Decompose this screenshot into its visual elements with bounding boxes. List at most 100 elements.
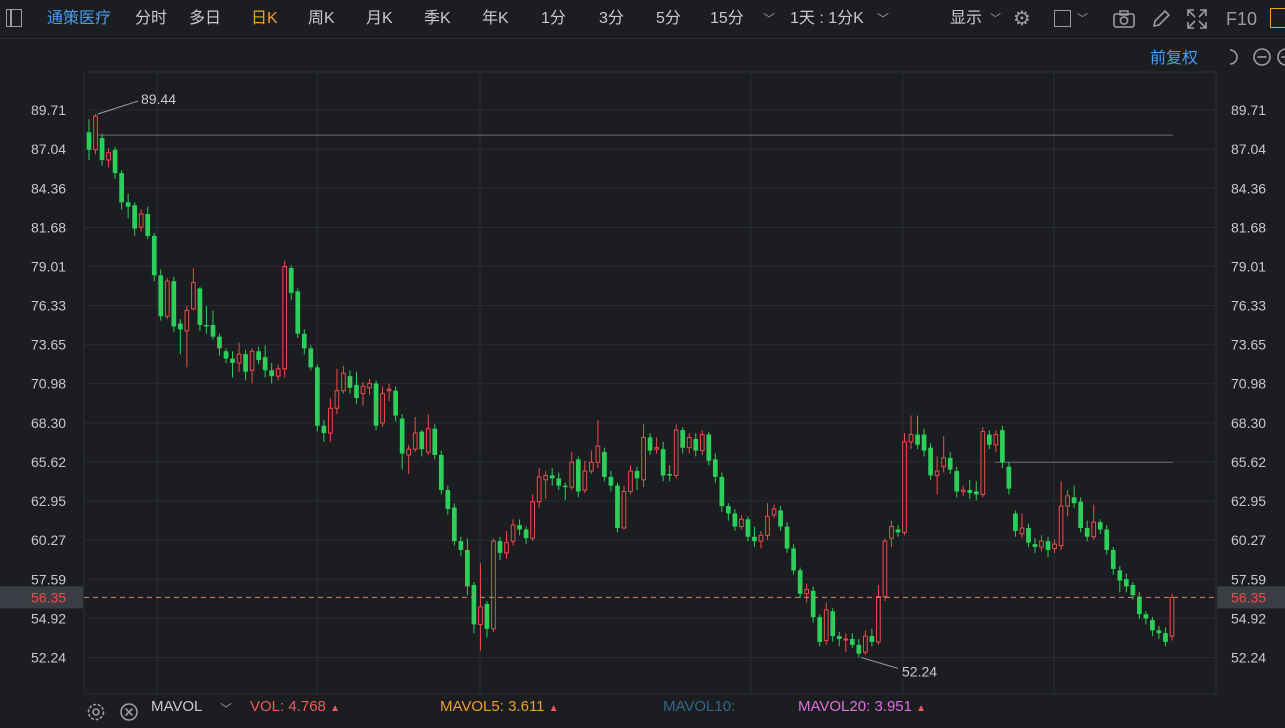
- adjust-mode-button[interactable]: 前复权: [1150, 50, 1199, 67]
- mavol20-label: MAVOL20: 3.951 ▲: [798, 698, 926, 715]
- candle-body: [647, 437, 653, 451]
- minus-circle-icon[interactable]: [1252, 47, 1272, 67]
- candle-body: [341, 372, 346, 392]
- candle-body: [699, 434, 705, 452]
- candle-body: [686, 436, 692, 449]
- tab-yearly-k[interactable]: 年K: [482, 10, 509, 27]
- candle-body: [556, 478, 562, 486]
- candle-body: [954, 471, 960, 492]
- candle-body: [517, 525, 522, 530]
- candle-body: [249, 350, 255, 371]
- undo-icon[interactable]: [1224, 47, 1244, 67]
- candle-body: [484, 603, 490, 629]
- candle-body: [432, 428, 438, 455]
- candle-body: [151, 235, 157, 276]
- candle-body: [589, 461, 594, 472]
- more-periods-chevron-icon[interactable]: ﹀: [763, 12, 776, 26]
- candle-body: [125, 202, 131, 207]
- y-tick-label-left: 84.36: [31, 180, 66, 196]
- high-marker-line: [97, 100, 139, 115]
- candle-body: [465, 549, 470, 587]
- pencil-icon[interactable]: [1150, 8, 1172, 30]
- candle-body: [1156, 630, 1162, 634]
- candle-body: [654, 447, 659, 450]
- y-tick-label-right: 52.24: [1231, 649, 1266, 665]
- y-tick-label-left: 89.71: [31, 102, 66, 118]
- gear-icon[interactable]: ⚙: [1013, 8, 1031, 30]
- candle-body: [412, 432, 418, 450]
- y-tick-label-left: 87.04: [31, 141, 66, 157]
- sidebar-toggle-icon[interactable]: [0, 0, 30, 38]
- y-tick-label-right: 87.04: [1231, 141, 1266, 157]
- candle-body: [758, 534, 764, 542]
- tab-15min[interactable]: 15分: [710, 10, 744, 27]
- candle-body: [99, 138, 105, 160]
- candle-body: [1169, 596, 1175, 637]
- tab-daily-k[interactable]: 日K: [251, 10, 278, 27]
- square-icon[interactable]: [1054, 10, 1071, 27]
- y-tick-label-right: 68.30: [1231, 415, 1266, 431]
- panel-toggle-icon[interactable]: [1270, 8, 1285, 28]
- candle-body: [843, 638, 849, 641]
- candle-body: [1006, 466, 1012, 489]
- candle-body: [941, 457, 947, 468]
- candle-body: [1013, 513, 1018, 531]
- candle-body: [895, 529, 901, 533]
- candlestick-chart[interactable]: 89.71 89.71 87.04 87.04 84.36 84.36 81.68 81.68…: [0, 0, 1285, 700]
- candle-body: [373, 383, 379, 426]
- candle-body: [1143, 614, 1149, 619]
- tab-quarterly-k[interactable]: 季K: [424, 10, 451, 27]
- tab-fenshi[interactable]: 分时: [135, 10, 168, 27]
- candle-body: [569, 461, 575, 488]
- low-marker-line: [860, 656, 899, 669]
- display-chevron-icon[interactable]: ﹀: [990, 13, 1001, 25]
- candle-body: [367, 382, 372, 389]
- plus-circle-icon[interactable]: [1276, 47, 1285, 67]
- indicator-close-icon[interactable]: [118, 701, 140, 723]
- tab-3min[interactable]: 3分: [599, 10, 624, 27]
- candle-body: [634, 471, 640, 479]
- f10-button[interactable]: F10: [1226, 9, 1258, 29]
- mavol20-value: 3.951: [874, 698, 912, 715]
- stock-name[interactable]: 通策医疗: [47, 10, 112, 27]
- candle-body: [158, 275, 164, 317]
- indicator-settings-icon[interactable]: [85, 701, 107, 723]
- candle-body: [1137, 596, 1142, 615]
- tab-5min[interactable]: 5分: [656, 10, 681, 27]
- candle-body: [210, 325, 216, 337]
- current-price-box-left: [0, 586, 83, 609]
- candle-body: [830, 611, 836, 637]
- period-select[interactable]: 1天 : 1分K: [790, 10, 864, 27]
- y-tick-label-left: 57.59: [31, 571, 66, 587]
- candle-body: [354, 384, 359, 399]
- candle-body: [582, 470, 588, 491]
- tab-1min[interactable]: 1分: [541, 10, 566, 27]
- candle-body: [673, 429, 679, 476]
- tab-weekly-k[interactable]: 周K: [308, 10, 335, 27]
- candle-body: [536, 476, 542, 503]
- candle-body: [863, 635, 868, 653]
- candle-body: [967, 490, 973, 493]
- indicator-name[interactable]: MAVOL: [151, 698, 203, 715]
- candle-body: [295, 291, 301, 334]
- candle-body: [1123, 579, 1129, 587]
- indicator-chevron-icon[interactable]: ﹀: [220, 702, 233, 716]
- mavol5-label-text: MAVOL5:: [440, 698, 504, 715]
- display-menu[interactable]: 显示: [950, 10, 983, 27]
- candle-body: [145, 214, 151, 236]
- candle-body: [928, 447, 933, 476]
- candle-body: [177, 323, 183, 330]
- candle-body: [706, 434, 712, 461]
- y-tick-label-left: 52.24: [31, 649, 66, 665]
- candle-body: [360, 385, 366, 395]
- candle-body: [523, 529, 529, 539]
- tab-monthly-k[interactable]: 月K: [366, 10, 393, 27]
- candle-body: [1110, 549, 1116, 569]
- period-chevron-icon[interactable]: ﹀: [877, 12, 890, 26]
- fullscreen-icon[interactable]: [1186, 8, 1208, 30]
- candle-body: [882, 540, 888, 598]
- square-chevron-icon[interactable]: ﹀: [1077, 13, 1088, 25]
- tab-duori[interactable]: 多日: [189, 10, 222, 27]
- camera-icon[interactable]: [1112, 9, 1136, 29]
- candle-body: [204, 325, 209, 327]
